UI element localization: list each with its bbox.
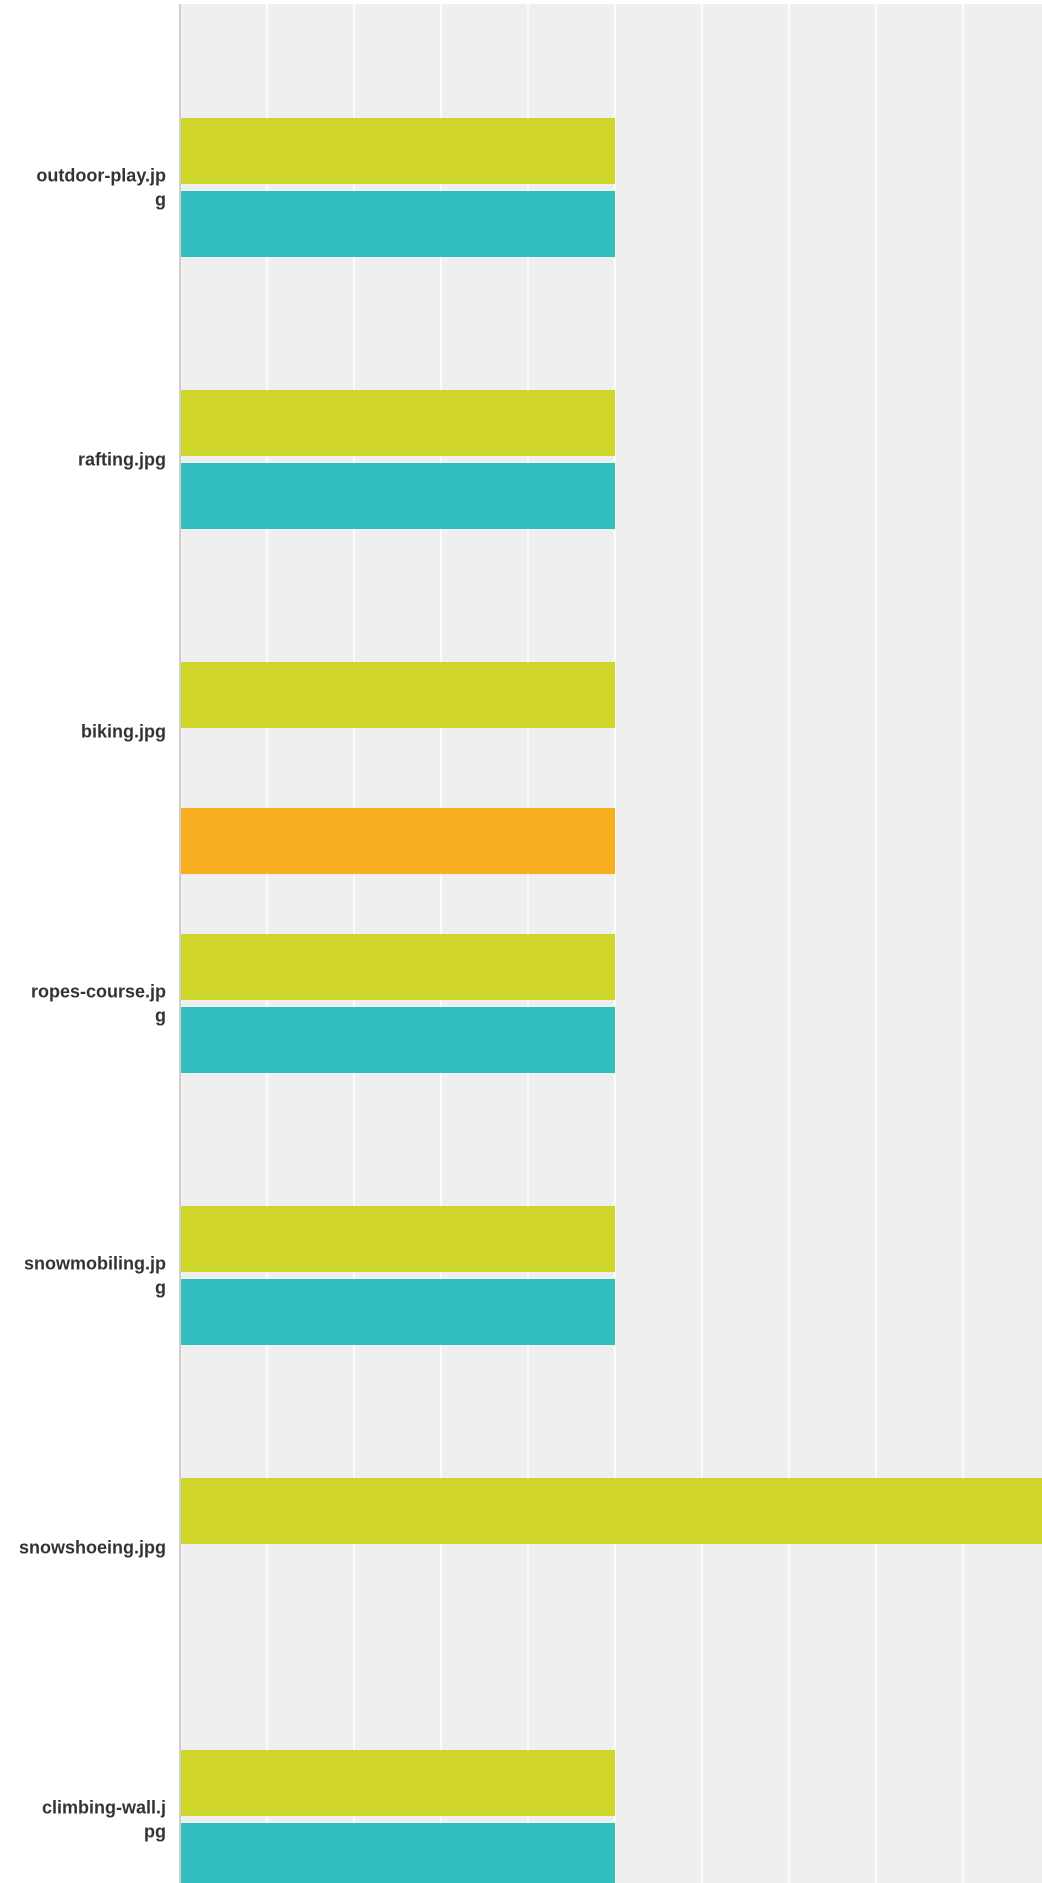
bar	[180, 463, 615, 529]
category-label: biking.jpg	[81, 722, 166, 742]
category-label: outdoor-play.jp g	[36, 166, 166, 210]
category-label: ropes-course.jp g	[31, 982, 166, 1026]
bar	[180, 934, 615, 1000]
bars	[180, 118, 1042, 1883]
category-label: snowshoeing.jpg	[19, 1538, 166, 1558]
bar	[180, 1007, 615, 1073]
category-label: rafting.jpg	[78, 450, 166, 470]
bar	[180, 808, 615, 874]
bar	[180, 1279, 615, 1345]
category-label: snowmobiling.jp g	[24, 1254, 166, 1298]
bar	[180, 118, 615, 184]
bar	[180, 191, 615, 257]
category-labels: outdoor-play.jp g rafting.jpg biking.jpg rop…	[19, 166, 166, 1842]
bar	[180, 1750, 615, 1816]
bar	[180, 662, 615, 728]
bar	[180, 1478, 1042, 1544]
category-label: climbing-wall.j pg	[42, 1798, 166, 1842]
bar	[180, 390, 615, 456]
bar	[180, 1823, 615, 1883]
bar	[180, 1206, 615, 1272]
